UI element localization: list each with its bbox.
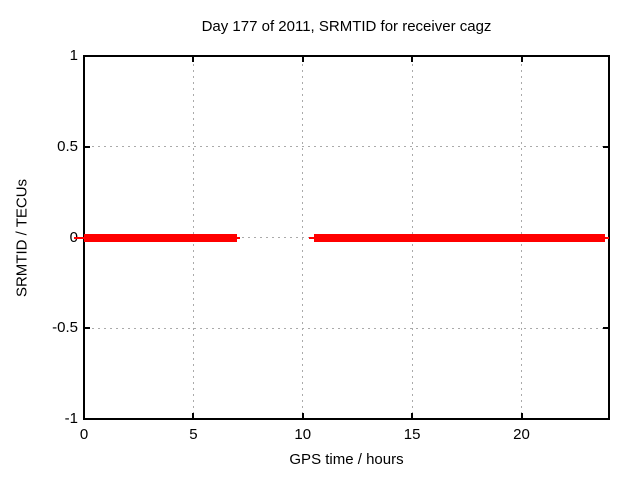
x-tick-label: 10 <box>294 426 312 443</box>
x-tick-label: 0 <box>79 426 89 443</box>
x-tick <box>301 413 304 418</box>
x-tick <box>301 57 304 62</box>
x-tick <box>411 57 414 62</box>
x-tick <box>411 413 414 418</box>
x-tick <box>520 413 523 418</box>
x-axis-label: GPS time / hours <box>289 451 404 468</box>
y-tick <box>85 145 90 148</box>
x-tick <box>192 57 195 62</box>
y-tick <box>603 145 608 148</box>
x-tick-label: 5 <box>189 426 198 443</box>
x-tick <box>83 413 85 418</box>
series-segment-thin <box>604 236 610 239</box>
y-tick <box>85 418 90 420</box>
series-segment-thin <box>308 236 314 239</box>
y-tick <box>603 55 608 57</box>
y-tick-label: -0.5 <box>52 319 78 337</box>
y-tick <box>85 55 90 57</box>
series-segment <box>84 233 238 242</box>
x-tick <box>83 57 85 62</box>
y-tick-label: -1 <box>64 410 78 427</box>
x-tick-label: 15 <box>403 426 421 443</box>
y-tick <box>603 418 608 420</box>
y-tick-label: 1 <box>69 47 78 64</box>
y-gridline <box>86 327 607 329</box>
y-tick-label: 0.5 <box>57 137 78 155</box>
y-tick-label: 0 <box>0 229 78 246</box>
series-segment-thin <box>73 236 86 239</box>
y-tick <box>603 327 608 330</box>
x-tick-label: 20 <box>513 426 530 443</box>
chart-title: Day 177 of 2011, SRMTID for receiver cag… <box>201 18 492 35</box>
series-segment <box>313 233 605 242</box>
series-segment-thin <box>236 236 241 239</box>
y-tick <box>85 327 90 330</box>
x-tick <box>192 413 195 418</box>
y-gridline <box>86 146 607 148</box>
x-tick <box>520 57 523 62</box>
